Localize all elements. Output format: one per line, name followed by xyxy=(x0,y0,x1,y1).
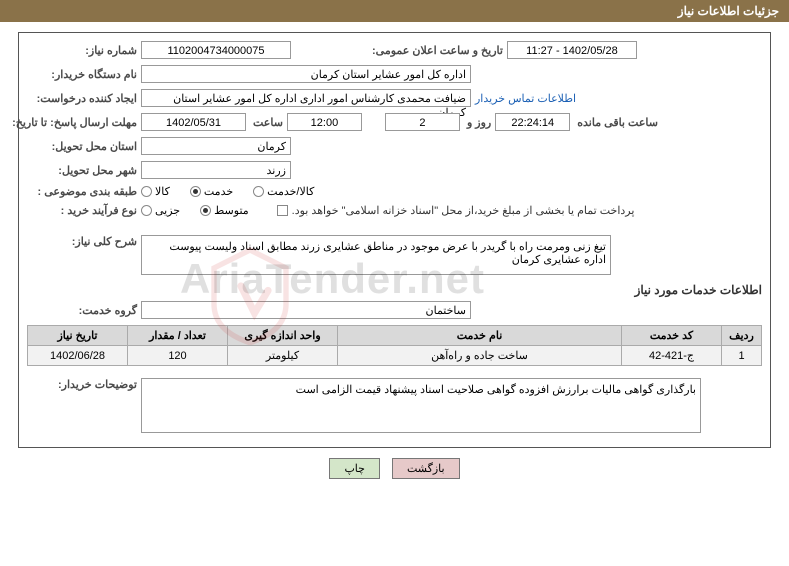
buyer-contact-link[interactable]: اطلاعات تماس خریدار xyxy=(475,92,576,105)
th-unit: واحد اندازه گیری xyxy=(228,326,338,346)
row-buyer-org: نام دستگاه خریدار: اداره کل امور عشایر ا… xyxy=(27,65,762,83)
deadline-date: 1402/05/31 xyxy=(141,113,246,131)
need-number-value: 1102004734000075 xyxy=(141,41,291,59)
radio-icon xyxy=(141,205,152,216)
th-qty: تعداد / مقدار xyxy=(128,326,228,346)
cell-row: 1 xyxy=(722,346,762,366)
time-value: 12:00 xyxy=(287,113,362,131)
buyer-org-label: نام دستگاه خریدار: xyxy=(27,68,137,81)
need-number-label: شماره نیاز: xyxy=(27,44,137,57)
buyer-org-value: اداره کل امور عشایر استان کرمان xyxy=(141,65,471,83)
radio-service-label: خدمت xyxy=(204,185,233,198)
th-name: نام خدمت xyxy=(338,326,622,346)
back-button[interactable]: بازگشت xyxy=(392,458,460,479)
process-radio-group: جزیی متوسط xyxy=(141,204,249,217)
cell-date: 1402/06/28 xyxy=(28,346,128,366)
description-value: تیغ زنی ومرمت راه با گریدر با عرض موجود … xyxy=(141,235,611,275)
th-row: ردیف xyxy=(722,326,762,346)
row-need-number: شماره نیاز: 1102004734000075 تاریخ و ساع… xyxy=(27,41,762,59)
row-process: نوع فرآیند خرید : جزیی متوسط پرداخت تمام… xyxy=(27,204,762,217)
announce-value: 1402/05/28 - 11:27 xyxy=(507,41,637,59)
days-and-label: روز و xyxy=(464,116,491,129)
row-requester: ایجاد کننده درخواست: ضیافت محمدی کارشناس… xyxy=(27,89,762,107)
province-value: کرمان xyxy=(141,137,291,155)
form-frame: شماره نیاز: 1102004734000075 تاریخ و ساع… xyxy=(18,32,771,448)
radio-goods[interactable]: کالا xyxy=(141,185,170,198)
city-label: شهر محل تحویل: xyxy=(27,164,137,177)
payment-note: پرداخت تمام یا بخشی از مبلغ خرید،از محل … xyxy=(292,204,635,217)
page-title: جزئیات اطلاعات نیاز xyxy=(678,4,779,18)
requester-value: ضیافت محمدی کارشناس امور اداری اداره کل … xyxy=(141,89,471,107)
services-section-title: اطلاعات خدمات مورد نیاز xyxy=(27,283,762,297)
services-table: ردیف کد خدمت نام خدمت واحد اندازه گیری ت… xyxy=(27,325,762,366)
cell-code: ج-421-42 xyxy=(622,346,722,366)
category-radio-group: کالا خدمت کالا/خدمت xyxy=(141,185,314,198)
days-value: 2 xyxy=(385,113,460,131)
radio-minor-label: جزیی xyxy=(155,204,180,217)
th-date: تاریخ نیاز xyxy=(28,326,128,346)
city-value: زرند xyxy=(141,161,291,179)
cell-unit: کیلومتر xyxy=(228,346,338,366)
radio-icon xyxy=(200,205,211,216)
deadline-label: مهلت ارسال پاسخ: تا تاریخ: xyxy=(27,116,137,129)
page-header: جزئیات اطلاعات نیاز xyxy=(0,0,789,22)
time-label: ساعت xyxy=(250,116,283,129)
radio-both-label: کالا/خدمت xyxy=(267,185,314,198)
radio-service[interactable]: خدمت xyxy=(190,185,233,198)
radio-icon xyxy=(190,186,201,197)
row-buyer-notes: توضیحات خریدار: بارگذاری گواهی مالیات بر… xyxy=(27,378,762,433)
print-button[interactable]: چاپ xyxy=(329,458,380,479)
buyer-notes-label: توضیحات خریدار: xyxy=(27,378,137,391)
cell-name: ساخت جاده و راه‌آهن xyxy=(338,346,622,366)
row-category: طبقه بندی موضوعی : کالا خدمت کالا/خدمت xyxy=(27,185,762,198)
province-label: استان محل تحویل: xyxy=(27,140,137,153)
button-row: چاپ بازگشت xyxy=(0,458,789,479)
buyer-notes-value: بارگذاری گواهی مالیات برارزش افزوده گواه… xyxy=(141,378,701,433)
radio-goods-label: کالا xyxy=(155,185,170,198)
category-label: طبقه بندی موضوعی : xyxy=(27,185,137,198)
announce-label: تاریخ و ساعت اعلان عمومی: xyxy=(369,44,503,57)
radio-medium[interactable]: متوسط xyxy=(200,204,249,217)
radio-both[interactable]: کالا/خدمت xyxy=(253,185,314,198)
cell-qty: 120 xyxy=(128,346,228,366)
row-service-group: گروه خدمت: ساختمان xyxy=(27,301,762,319)
payment-checkbox[interactable] xyxy=(277,205,288,216)
table-header-row: ردیف کد خدمت نام خدمت واحد اندازه گیری ت… xyxy=(28,326,762,346)
radio-icon xyxy=(141,186,152,197)
row-city: شهر محل تحویل: زرند xyxy=(27,161,762,179)
remaining-label: ساعت باقی مانده xyxy=(574,116,658,129)
row-province: استان محل تحویل: کرمان xyxy=(27,137,762,155)
table-row: 1 ج-421-42 ساخت جاده و راه‌آهن کیلومتر 1… xyxy=(28,346,762,366)
row-description: شرح کلی نیاز: تیغ زنی ومرمت راه با گریدر… xyxy=(27,235,762,275)
service-group-value: ساختمان xyxy=(141,301,471,319)
description-label: شرح کلی نیاز: xyxy=(27,235,137,248)
page-container: جزئیات اطلاعات نیاز AriaTender.net شماره… xyxy=(0,0,789,566)
row-deadline: مهلت ارسال پاسخ: تا تاریخ: 1402/05/31 سا… xyxy=(27,113,762,131)
radio-icon xyxy=(253,186,264,197)
countdown-value: 22:24:14 xyxy=(495,113,570,131)
service-group-label: گروه خدمت: xyxy=(27,304,137,317)
requester-label: ایجاد کننده درخواست: xyxy=(27,92,137,105)
radio-minor[interactable]: جزیی xyxy=(141,204,180,217)
process-label: نوع فرآیند خرید : xyxy=(27,204,137,217)
th-code: کد خدمت xyxy=(622,326,722,346)
radio-medium-label: متوسط xyxy=(214,204,249,217)
